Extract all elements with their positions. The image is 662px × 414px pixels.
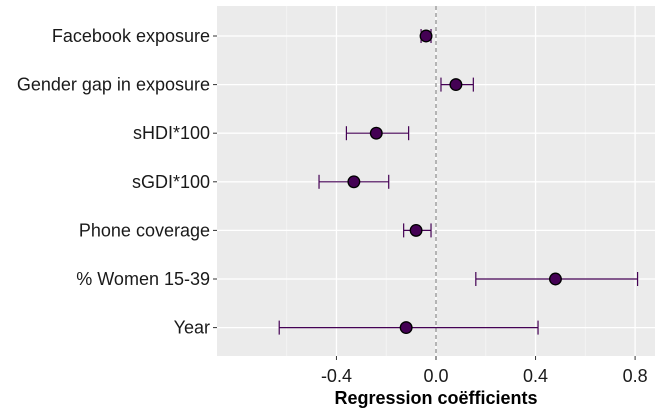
coefficient-row bbox=[440, 77, 474, 92]
coefficient-row bbox=[345, 126, 410, 141]
coefficient-row bbox=[475, 272, 639, 286]
estimate-point bbox=[369, 126, 383, 140]
category-label: Gender gap in exposure bbox=[17, 75, 210, 95]
estimate-point bbox=[449, 78, 463, 92]
category-label: sHDI*100 bbox=[133, 123, 210, 143]
coefficient-row bbox=[278, 320, 539, 335]
estimate-point bbox=[399, 321, 413, 335]
category-label: Year bbox=[174, 318, 210, 338]
estimate-point bbox=[419, 29, 433, 43]
category-label: sGDI*100 bbox=[132, 172, 210, 192]
x-tick-label: -0.4 bbox=[321, 366, 352, 386]
estimate-point bbox=[409, 223, 423, 237]
x-tick-label: 0.0 bbox=[423, 366, 448, 386]
estimate-point bbox=[347, 175, 361, 189]
x-tick-label: 0.4 bbox=[523, 366, 548, 386]
x-tick-labels: -0.4 0.0 0.4 0.8 bbox=[321, 356, 648, 386]
x-tick-label: 0.8 bbox=[623, 366, 648, 386]
data-marks bbox=[278, 29, 639, 335]
coefficient-row bbox=[403, 223, 432, 238]
coefficient-row bbox=[419, 29, 433, 43]
x-axis-title: Regression coëfficients bbox=[334, 388, 537, 408]
category-label: Phone coverage bbox=[79, 220, 210, 240]
coefficient-row bbox=[318, 174, 390, 189]
category-labels: Facebook exposure Gender gap in exposure s… bbox=[17, 26, 217, 338]
estimate-point bbox=[549, 272, 562, 286]
category-label: % Women 15-39 bbox=[76, 269, 210, 289]
category-label: Facebook exposure bbox=[52, 26, 210, 46]
